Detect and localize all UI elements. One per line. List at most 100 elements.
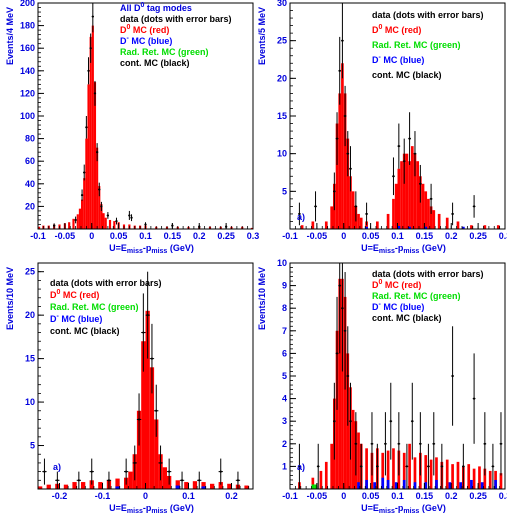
x-axis-label-part: U=E xyxy=(361,503,379,513)
d0-mc-bar xyxy=(432,210,436,229)
d0-mc-bar xyxy=(351,409,355,489)
y-tick-label: 5 xyxy=(282,371,287,381)
data-dot xyxy=(77,479,80,482)
data-point xyxy=(154,384,159,437)
x-tick-label: 0.2 xyxy=(193,231,206,241)
d0-mc-bar xyxy=(408,443,411,489)
data-point xyxy=(370,412,374,476)
data-point xyxy=(132,445,137,481)
data-dot xyxy=(419,442,422,445)
legend-text: cont. MC (black) xyxy=(372,313,442,323)
data-dot xyxy=(338,69,341,72)
y-tick-label: 15 xyxy=(25,354,35,364)
d0-mc-bar xyxy=(136,410,142,489)
legend-superscript: 0 xyxy=(379,279,383,286)
d0-mc-bar xyxy=(416,161,419,229)
d0-mc-bar xyxy=(351,191,355,229)
data-point xyxy=(440,443,444,489)
d0-mc-bar xyxy=(381,452,385,489)
data-point xyxy=(55,471,60,489)
data-dot xyxy=(90,470,93,473)
d0-mc-bar xyxy=(392,198,395,229)
y-tick-label: 8 xyxy=(282,303,287,313)
legend-superscript: - xyxy=(127,35,130,42)
d0-mc-bar xyxy=(343,296,347,489)
x-tick-label: 0 xyxy=(341,491,346,501)
y-tick-label: 20 xyxy=(277,73,287,83)
data-dot xyxy=(338,284,341,287)
x-axis-label-part: -p xyxy=(143,243,152,253)
y-tick-label: 20 xyxy=(25,310,35,320)
data-dot xyxy=(333,190,336,193)
d0-mc-bar xyxy=(424,191,428,229)
data-dot xyxy=(137,418,141,421)
y-tick-label: 60 xyxy=(25,156,35,166)
data-dot xyxy=(125,470,128,473)
data-point xyxy=(349,146,352,192)
data-point xyxy=(298,202,301,226)
y-axis-label: Events/4 MeV xyxy=(5,7,15,65)
data-point xyxy=(89,33,92,63)
legend-text: MC (blue) xyxy=(59,314,103,324)
data-point xyxy=(145,271,150,359)
data-dot xyxy=(317,465,320,468)
y-tick-label: 20 xyxy=(25,201,35,211)
x-tick-label: 0.2 xyxy=(445,491,458,501)
d0-mc-bar xyxy=(96,147,99,229)
y-tick-label: 10 xyxy=(277,149,287,159)
legend-entry: data (dots with error bars) xyxy=(50,278,162,288)
d-minus-mc-bar xyxy=(424,482,428,489)
d0-mc-bar xyxy=(250,227,253,229)
data-point xyxy=(298,443,301,489)
legend-entry: cont. MC (black) xyxy=(372,70,442,80)
legend-text: Rad. Ret. MC (green) xyxy=(372,40,461,50)
legend-text: data (dots with error bars) xyxy=(50,278,162,288)
d0-mc-bar xyxy=(499,473,503,489)
legend-entry: D- MC (blue) xyxy=(372,301,424,312)
data-dot xyxy=(397,145,400,148)
d0-mc-bar xyxy=(376,221,379,229)
data-point xyxy=(376,443,379,489)
data-dot xyxy=(343,329,347,332)
data-point xyxy=(141,293,146,372)
x-tick-label: 0.2 xyxy=(445,231,458,241)
data-dot xyxy=(43,470,46,473)
data-point xyxy=(335,112,339,165)
data-point xyxy=(93,80,97,106)
data-dot xyxy=(115,219,118,223)
d0-mc-bar xyxy=(478,466,481,489)
d0-mc-bar xyxy=(184,482,189,489)
y-tick-label: 40 xyxy=(25,179,35,189)
x-tick-label: 0.1 xyxy=(391,491,404,501)
d0-mc-bar xyxy=(87,84,90,229)
d0-mc-bar xyxy=(397,168,401,229)
legend-entry: data (dots with error bars) xyxy=(120,14,232,24)
d-minus-mc-bar xyxy=(424,226,428,229)
legend-text: D xyxy=(120,36,127,46)
data-dot xyxy=(405,465,409,468)
legend-entry: Rad. Ret. MC (green) xyxy=(372,291,461,301)
data-point xyxy=(397,412,401,476)
data-dot xyxy=(159,461,162,465)
d0-mc-bar xyxy=(365,448,368,489)
legend-text: MC (blue) xyxy=(381,55,425,65)
x-tick-label: -0.2 xyxy=(52,491,68,501)
d0-mc-bar xyxy=(451,464,454,489)
data-point xyxy=(451,202,454,226)
x-tick-label: 0.3 xyxy=(499,231,507,241)
data-point xyxy=(349,382,352,460)
d0-mc-bar xyxy=(201,482,206,489)
legend-text: MC (blue) xyxy=(129,36,173,46)
d0-mc-bar xyxy=(496,225,500,229)
panel-label: a) xyxy=(53,462,61,472)
d0-mc-bar xyxy=(85,138,88,229)
data-dot xyxy=(346,152,349,155)
d-minus-mc-bar xyxy=(365,226,368,229)
y-tick-label: 100 xyxy=(20,111,35,121)
data-dot xyxy=(451,212,454,216)
data-point xyxy=(124,458,129,485)
y-tick-label: 10 xyxy=(277,258,287,268)
x-axis-label-part: -p xyxy=(395,243,404,253)
legend-text: D xyxy=(372,55,379,65)
data-dot xyxy=(451,374,454,378)
